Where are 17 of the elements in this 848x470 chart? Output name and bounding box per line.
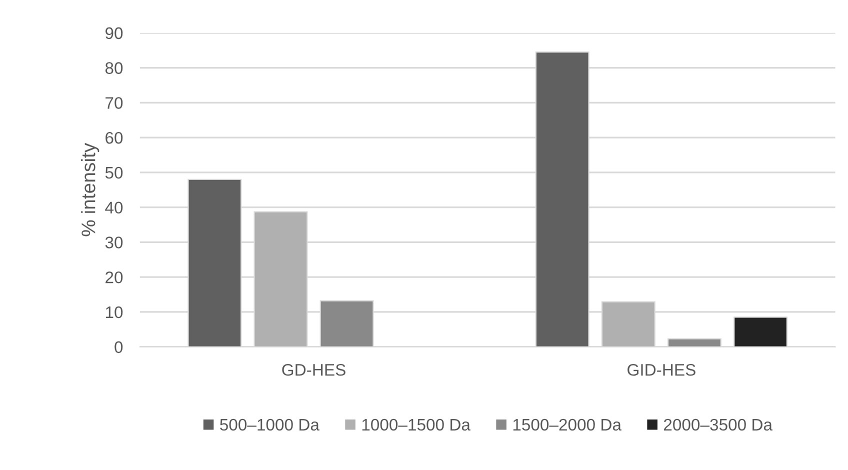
y-tick-label: 0 xyxy=(114,341,123,354)
y-tick-label: 20 xyxy=(106,271,123,284)
y-axis-title: % intensity xyxy=(81,142,100,236)
legend-label: 500–1000 Da xyxy=(220,418,320,431)
y-tick-label: 80 xyxy=(105,62,123,74)
y-tick-label: 70 xyxy=(106,97,123,109)
y-tick-label: 60 xyxy=(106,132,123,144)
legend-label: 1000–1500 Da xyxy=(362,418,470,431)
legend-label: 2000–3500 Da xyxy=(664,418,773,431)
x-tick-label: GD-HES xyxy=(282,364,346,376)
y-tick-label: 90 xyxy=(106,27,123,40)
x-tick-label: GID-HES xyxy=(628,364,696,376)
y-tick-label: 50 xyxy=(105,166,123,179)
y-tick-label: 30 xyxy=(105,236,123,248)
y-tick-label: 10 xyxy=(106,306,123,318)
legend-label: 1500–2000 Da xyxy=(513,418,622,431)
y-tick-label: 40 xyxy=(105,202,123,214)
